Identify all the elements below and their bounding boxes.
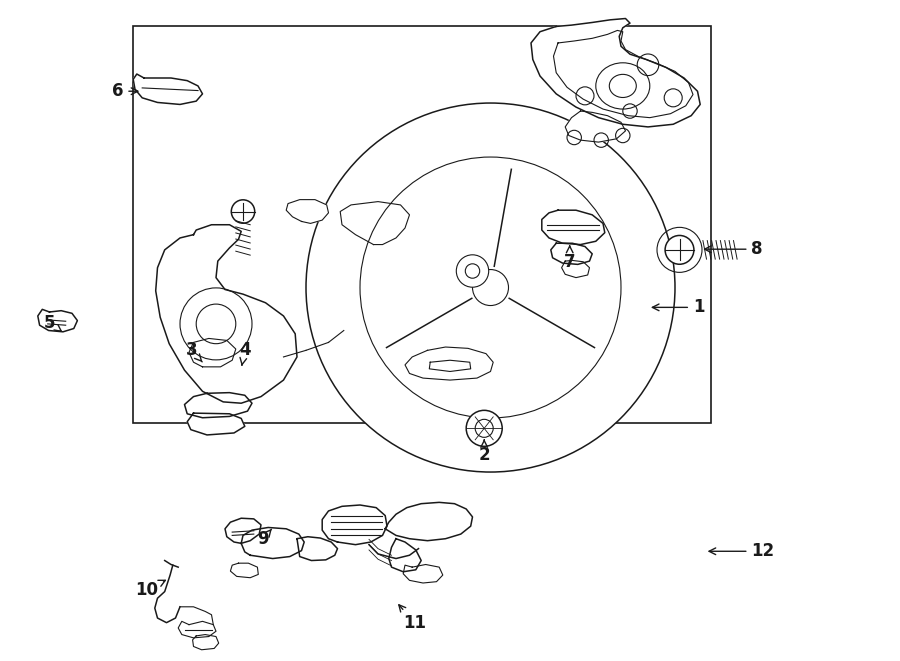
Text: 1: 1 [652,298,705,317]
Polygon shape [241,527,304,559]
Polygon shape [286,200,328,223]
Polygon shape [133,74,202,104]
Polygon shape [340,202,410,245]
Polygon shape [178,621,216,638]
Text: 11: 11 [399,605,427,633]
Circle shape [306,103,675,472]
Polygon shape [405,347,493,380]
Polygon shape [187,413,245,435]
Polygon shape [542,210,605,245]
Polygon shape [531,19,700,127]
Text: 7: 7 [564,246,575,271]
Circle shape [472,270,508,305]
Text: 8: 8 [705,240,763,258]
Polygon shape [38,309,77,332]
Polygon shape [156,225,297,403]
Circle shape [475,419,493,438]
Polygon shape [184,393,252,418]
Polygon shape [551,243,592,264]
Text: 5: 5 [44,313,61,332]
Text: 2: 2 [479,440,490,464]
Polygon shape [322,505,387,545]
Polygon shape [230,563,258,578]
Text: 3: 3 [186,341,202,362]
Circle shape [665,235,694,264]
Polygon shape [562,260,590,278]
Text: 9: 9 [257,529,272,549]
Circle shape [456,254,489,288]
Polygon shape [385,502,472,541]
Polygon shape [389,539,421,572]
Circle shape [231,200,255,223]
Circle shape [465,264,480,278]
Polygon shape [297,537,338,561]
Polygon shape [225,518,261,543]
Text: 6: 6 [112,82,138,100]
Text: 10: 10 [135,580,166,599]
Text: 4: 4 [239,341,250,365]
Polygon shape [565,111,626,142]
Circle shape [466,410,502,446]
Text: 12: 12 [709,542,775,561]
Polygon shape [193,635,219,650]
Bar [133,26,711,423]
Polygon shape [403,564,443,583]
